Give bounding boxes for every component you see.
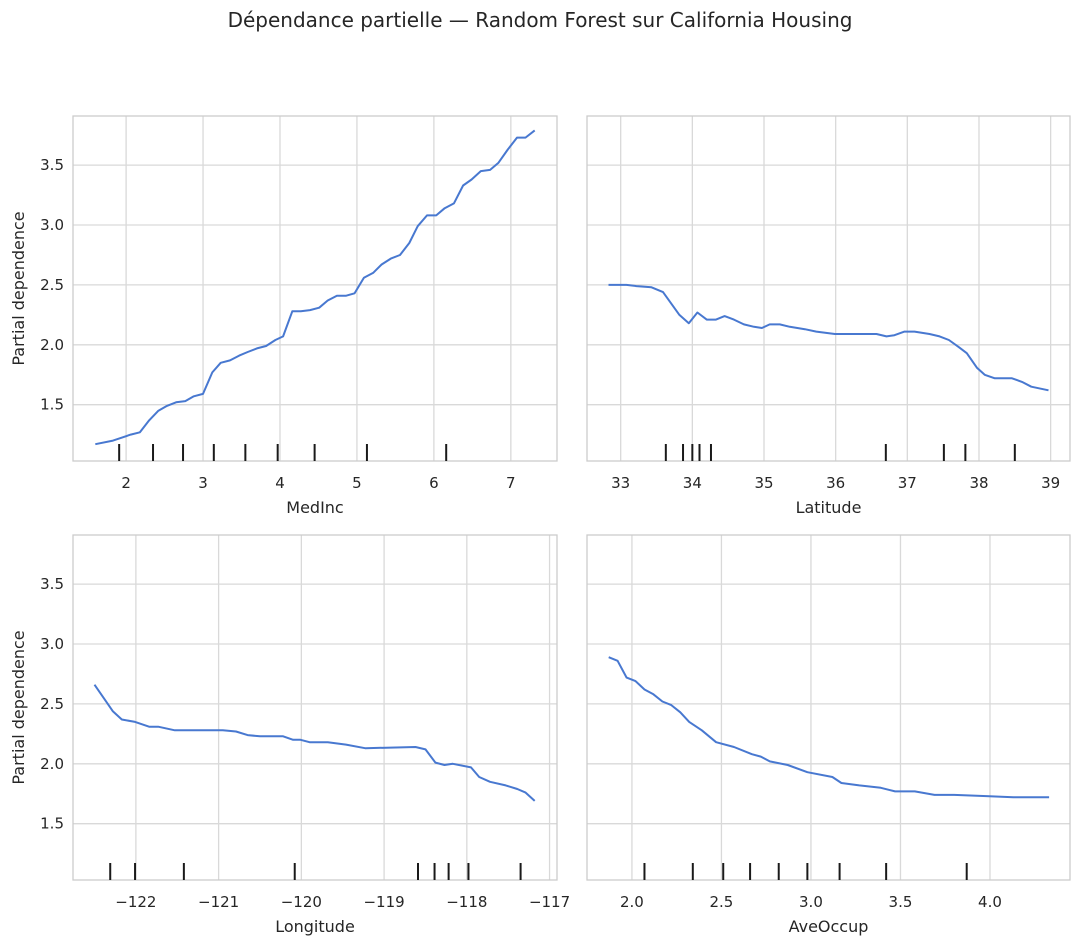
- x-axis-label: AveOccup: [789, 917, 869, 936]
- plot-area: [587, 535, 1070, 880]
- plot-area: [73, 535, 557, 880]
- y-tick-label: 2.5: [40, 276, 64, 294]
- figure-title: Dépendance partielle — Random Forest sur…: [227, 8, 853, 32]
- partial-dependence-line: [93, 684, 536, 802]
- x-tick-label: 34: [683, 474, 702, 492]
- y-tick-label: 2.5: [40, 695, 64, 713]
- x-tick-label: −121: [198, 893, 239, 911]
- x-tick-label: 33: [611, 474, 630, 492]
- partial-dependence-line: [608, 656, 1050, 799]
- y-tick-label: 3.5: [40, 156, 64, 174]
- subplot-aveoccup: 2.0 2.5 3.0 3.5 4.0 AveOccup: [586, 534, 1071, 936]
- subplot-longitude: −122 −121 −120 −119 −118 −117 1.5 2.0 2.5 3.0 3.5 L…: [9, 534, 570, 936]
- x-tick-label: 4: [275, 474, 285, 492]
- x-tick-label: 7: [506, 474, 516, 492]
- x-tick-label: 38: [969, 474, 988, 492]
- subplot-latitude: 33 34 35 36 37 38 39 Latitude: [586, 115, 1071, 517]
- x-tick-label: 36: [826, 474, 845, 492]
- y-tick-label: 1.5: [40, 396, 64, 414]
- partial-dependence-line: [95, 129, 536, 446]
- x-axis-label: Longitude: [275, 917, 355, 936]
- y-axis-label: Partial dependence: [9, 630, 28, 784]
- plot-area: [587, 116, 1070, 461]
- axes-frame: [586, 115, 1071, 462]
- axes-frame: [72, 534, 558, 881]
- y-tick-label: 2.0: [40, 755, 64, 773]
- x-tick-label: 5: [352, 474, 362, 492]
- x-axis-label: Latitude: [796, 498, 862, 517]
- x-tick-label: 3: [198, 474, 208, 492]
- x-tick-label: 37: [898, 474, 917, 492]
- x-tick-label: −119: [363, 893, 404, 911]
- x-tick-label: 2.5: [710, 893, 734, 911]
- axes-frame: [586, 534, 1071, 881]
- y-tick-label: 2.0: [40, 336, 64, 354]
- x-axis-label: MedInc: [286, 498, 343, 517]
- x-tick-label: 39: [1041, 474, 1060, 492]
- x-tick-label: 3.0: [799, 893, 823, 911]
- x-tick-label: −120: [281, 893, 322, 911]
- partial-dependence-line: [608, 283, 1049, 392]
- x-tick-label: 4.0: [978, 893, 1002, 911]
- subplot-medinc: 2 3 4 5 6 7 1.5 2.0 2.5 3.0 3.5 MedInc Partial depen…: [9, 115, 558, 517]
- x-tick-label: 6: [429, 474, 439, 492]
- x-tick-label: −122: [115, 893, 156, 911]
- y-tick-label: 3.5: [40, 575, 64, 593]
- plot-area: [73, 116, 557, 461]
- y-tick-label: 3.0: [40, 216, 64, 234]
- x-tick-label: 35: [754, 474, 773, 492]
- x-tick-label: 3.5: [889, 893, 913, 911]
- x-tick-label: −117: [529, 893, 570, 911]
- y-tick-label: 1.5: [40, 815, 64, 833]
- x-tick-label: −118: [446, 893, 487, 911]
- y-axis-label: Partial dependence: [9, 211, 28, 365]
- x-tick-label: 2: [121, 474, 131, 492]
- y-tick-label: 3.0: [40, 635, 64, 653]
- x-tick-label: 2.0: [620, 893, 644, 911]
